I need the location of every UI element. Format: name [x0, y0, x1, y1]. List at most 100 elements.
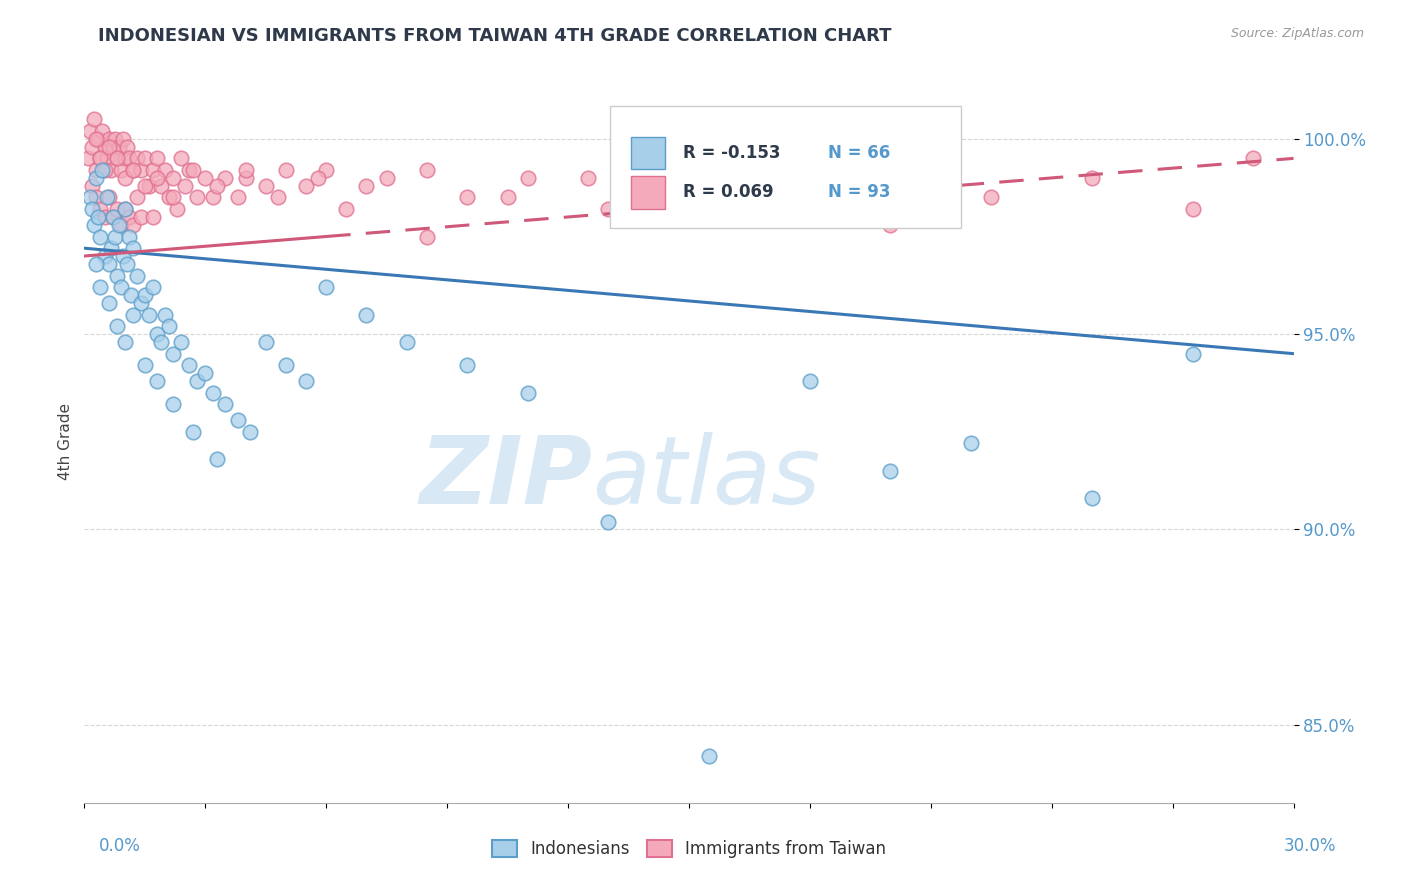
Point — [678, 190, 700, 204]
Point — [86, 163, 108, 178]
Point — [129, 210, 152, 224]
Text: INDONESIAN VS IMMIGRANTS FROM TAIWAN 4TH GRADE CORRELATION CHART: INDONESIAN VS IMMIGRANTS FROM TAIWAN 4TH… — [98, 27, 891, 45]
Point — [104, 132, 127, 146]
Point — [107, 218, 129, 232]
Point — [97, 257, 120, 271]
Point — [138, 308, 160, 322]
Point — [86, 190, 108, 204]
Point — [194, 366, 217, 380]
Point — [121, 241, 143, 255]
Text: R = 0.069: R = 0.069 — [683, 184, 773, 202]
Point — [134, 288, 156, 302]
Point — [101, 210, 124, 224]
Point — [121, 163, 143, 178]
Point — [416, 229, 439, 244]
Point — [79, 124, 101, 138]
Point — [1081, 491, 1104, 505]
Point — [107, 139, 129, 153]
Point — [86, 132, 108, 146]
Point — [134, 178, 156, 193]
Point — [598, 202, 620, 216]
Point — [516, 170, 538, 185]
Point — [186, 190, 208, 204]
Text: N = 66: N = 66 — [828, 145, 890, 162]
Point — [87, 210, 110, 224]
Point — [214, 170, 236, 185]
Point — [89, 280, 111, 294]
Point — [315, 280, 337, 294]
Point — [295, 374, 318, 388]
Point — [86, 170, 108, 185]
Text: atlas: atlas — [592, 432, 821, 524]
Point — [115, 139, 138, 153]
Text: Source: ZipAtlas.com: Source: ZipAtlas.com — [1230, 27, 1364, 40]
Point — [170, 334, 193, 349]
Point — [980, 190, 1002, 204]
Point — [104, 229, 127, 244]
Point — [100, 241, 122, 255]
Point — [179, 163, 201, 178]
Point — [114, 334, 136, 349]
Point — [1181, 346, 1204, 360]
Point — [114, 202, 136, 216]
Point — [96, 152, 118, 166]
Point — [149, 334, 172, 349]
Point — [125, 152, 148, 166]
Point — [121, 163, 143, 178]
Point — [879, 218, 901, 232]
Point — [226, 190, 249, 204]
Point — [79, 190, 101, 204]
Point — [186, 374, 208, 388]
Point — [879, 464, 901, 478]
Point — [157, 319, 180, 334]
Point — [153, 163, 176, 178]
Point — [146, 327, 169, 342]
Point — [335, 202, 357, 216]
Point — [598, 515, 620, 529]
Point — [214, 397, 236, 411]
Point — [146, 152, 169, 166]
Point — [97, 132, 120, 146]
Point — [295, 178, 318, 193]
Point — [97, 139, 120, 153]
Point — [89, 152, 111, 166]
Point — [207, 178, 229, 193]
Point — [118, 210, 141, 224]
Point — [235, 170, 257, 185]
Point — [93, 249, 115, 263]
Point — [87, 132, 110, 146]
Text: 30.0%: 30.0% — [1284, 837, 1336, 855]
Point — [142, 163, 165, 178]
Point — [149, 178, 172, 193]
Point — [456, 359, 478, 373]
Point — [576, 170, 599, 185]
Point — [153, 308, 176, 322]
Point — [93, 210, 115, 224]
Point — [162, 170, 184, 185]
Point — [114, 202, 136, 216]
Point — [97, 190, 120, 204]
Point — [174, 178, 197, 193]
Point — [83, 218, 105, 232]
Point — [146, 170, 169, 185]
Point — [162, 397, 184, 411]
Point — [134, 359, 156, 373]
Point — [142, 280, 165, 294]
FancyBboxPatch shape — [631, 136, 665, 169]
Point — [93, 163, 115, 178]
Point — [170, 152, 193, 166]
Point — [456, 190, 478, 204]
Point — [93, 139, 115, 153]
Point — [114, 152, 136, 166]
Point — [111, 249, 134, 263]
Point — [166, 202, 188, 216]
Point — [115, 257, 138, 271]
Point — [678, 178, 700, 193]
Point — [202, 190, 225, 204]
Point — [416, 163, 439, 178]
Point — [307, 170, 329, 185]
Point — [202, 385, 225, 400]
Point — [194, 170, 217, 185]
Point — [110, 218, 132, 232]
Point — [101, 210, 124, 224]
